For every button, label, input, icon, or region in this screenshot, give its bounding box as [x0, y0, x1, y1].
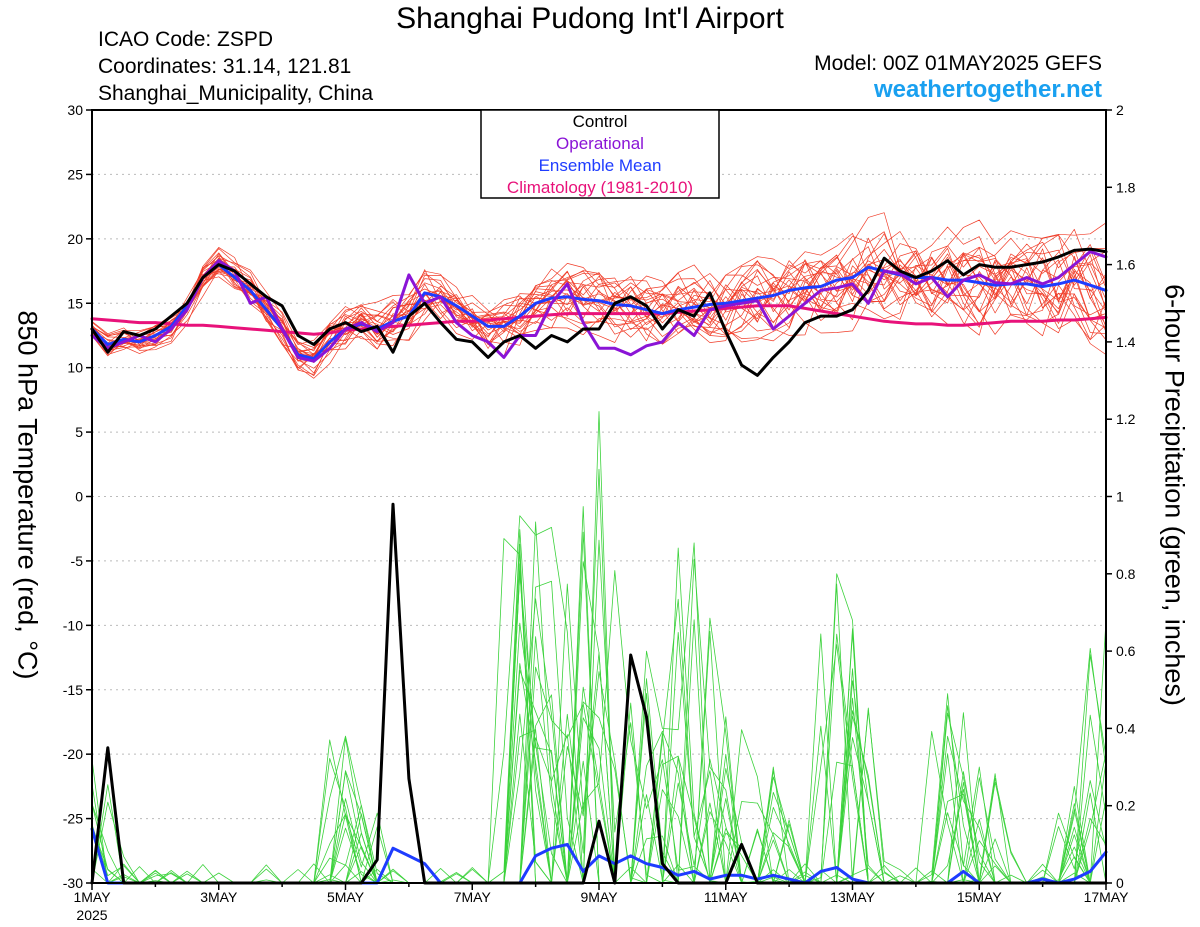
y-tick-label: -5	[71, 553, 84, 569]
ensemble-mean-temp-line	[90, 263, 1108, 361]
y2-tick-label: 1	[1116, 489, 1124, 505]
y2-tick-label: 0.2	[1116, 798, 1136, 814]
control-precip-line	[90, 502, 1108, 885]
precip-members	[91, 411, 1107, 884]
temp-member-line	[91, 219, 1107, 358]
x-tick-label: 9MAY	[580, 889, 618, 905]
precip-member-line	[91, 669, 1107, 884]
temp-member-line	[91, 237, 1107, 377]
precip-member-line	[91, 521, 1107, 884]
y2-tick-label: 0.6	[1116, 643, 1136, 659]
x-year-label: 2025	[76, 907, 107, 923]
y-tick-label: -10	[63, 617, 83, 633]
plot-frame	[91, 109, 1107, 884]
climatology-line	[90, 304, 1108, 336]
y2-tick-label: 0.4	[1116, 720, 1136, 736]
model-run: Model: 00Z 01MAY2025 GEFS	[814, 52, 1102, 75]
y-tick-label: 30	[67, 102, 83, 118]
legend-box	[480, 109, 720, 199]
legend-ensemble-mean: Ensemble Mean	[539, 156, 662, 175]
operational-temp-line	[90, 250, 1108, 363]
region-name: Shanghai_Municipality, China	[98, 82, 374, 105]
legend: Control Operational Ensemble Mean Climatolo…	[480, 109, 720, 199]
y2-tick-label: 1.6	[1116, 257, 1136, 273]
y-tick-label: 25	[67, 166, 83, 182]
temp-members	[91, 212, 1107, 379]
y2-tick-label: 2	[1116, 102, 1124, 118]
y-tick-label: 15	[67, 295, 83, 311]
x-tick-label: 17MAY	[1084, 889, 1130, 905]
x-tick-label: 5MAY	[327, 889, 365, 905]
legend-operational: Operational	[556, 134, 644, 153]
x-tick-label: 15MAY	[957, 889, 1003, 905]
y2-tick-label: 1.2	[1116, 411, 1136, 427]
legend-control: Control	[573, 112, 628, 131]
x-tick-label: 7MAY	[454, 889, 492, 905]
y-tick-label: 0	[75, 489, 83, 505]
x-tick-label: 11MAY	[704, 889, 748, 905]
y2-tick-label: 0.8	[1116, 566, 1136, 582]
x-tick-label: 13MAY	[830, 889, 876, 905]
precip-member-line	[91, 734, 1107, 884]
coordinates: Coordinates: 31.14, 121.81	[98, 55, 352, 78]
y-tick-label: 20	[67, 231, 83, 247]
temp-member-line	[91, 243, 1107, 379]
precip-member-line	[91, 543, 1107, 884]
y2-tick-label: 1.8	[1116, 179, 1136, 195]
y2-tick-label: 1.4	[1116, 334, 1136, 350]
temp-member-line	[91, 233, 1107, 362]
temp-member-line	[91, 222, 1107, 375]
legend-climatology: Climatology (1981-2010)	[507, 178, 693, 197]
y-tick-label: -25	[63, 811, 83, 827]
precip-member-line	[91, 411, 1107, 884]
precip-member-line	[91, 539, 1107, 884]
y2-tick-label: 0	[1116, 875, 1124, 891]
temp-member-line	[91, 241, 1107, 362]
series-layer	[90, 247, 1108, 885]
x-tick-label: 1MAY	[73, 889, 111, 905]
icao-code: ICAO Code: ZSPD	[98, 28, 274, 51]
x-tick-label: 3MAY	[200, 889, 238, 905]
control-temp-line	[90, 247, 1108, 377]
precip-member-line	[91, 570, 1107, 884]
site-link[interactable]: weathertogether.net	[873, 76, 1102, 103]
y-tick-label: 10	[67, 360, 83, 376]
axes: 302520151050-5-10-15-20-25-3021.81.61.41…	[63, 102, 1136, 923]
y-tick-label: -30	[63, 875, 83, 891]
y-tick-label: -15	[63, 682, 83, 698]
precip-member-line	[91, 468, 1107, 884]
chart-title: Shanghai Pudong Int'l Airport	[396, 2, 784, 35]
y-tick-label: 5	[75, 424, 83, 440]
y-tick-label: -20	[63, 746, 83, 762]
precip-member-line	[91, 531, 1107, 884]
temp-member-line	[91, 226, 1107, 363]
